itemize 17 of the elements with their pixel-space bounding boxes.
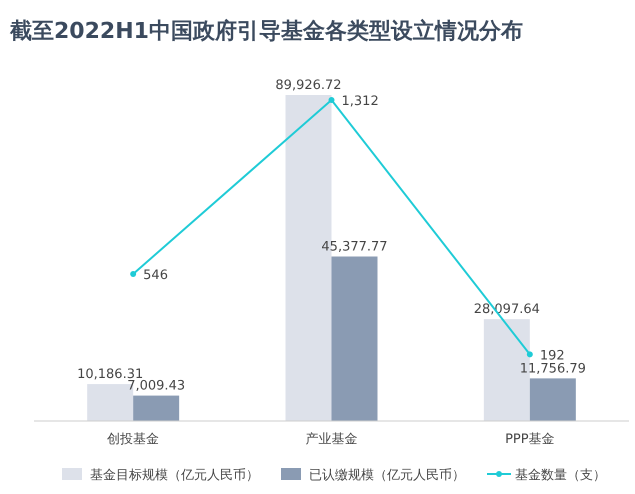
bar xyxy=(133,396,180,421)
data-label: 11,756.79 xyxy=(520,361,586,376)
legend-label: 基金数量（支） xyxy=(515,468,606,483)
data-label: 192 xyxy=(540,348,565,364)
x-tick-label: PPP基金 xyxy=(505,432,555,447)
bar xyxy=(530,378,576,421)
bar xyxy=(332,256,378,421)
legend-label: 已认缴规模（亿元人民币） xyxy=(309,468,465,483)
chart-title: 截至2022H1中国政府引导基金各类型设立情况分布 xyxy=(9,18,523,44)
data-label: 1,312 xyxy=(342,94,379,109)
x-tick-label: 创投基金 xyxy=(107,432,160,447)
x-tick-label: 产业基金 xyxy=(306,432,358,447)
data-label: 546 xyxy=(143,268,168,283)
data-label: 7,009.43 xyxy=(127,378,186,394)
data-label: 45,377.77 xyxy=(321,240,388,254)
data-label: 89,926.72 xyxy=(275,78,342,93)
legend-label: 基金目标规模（亿元人民币） xyxy=(90,468,259,483)
